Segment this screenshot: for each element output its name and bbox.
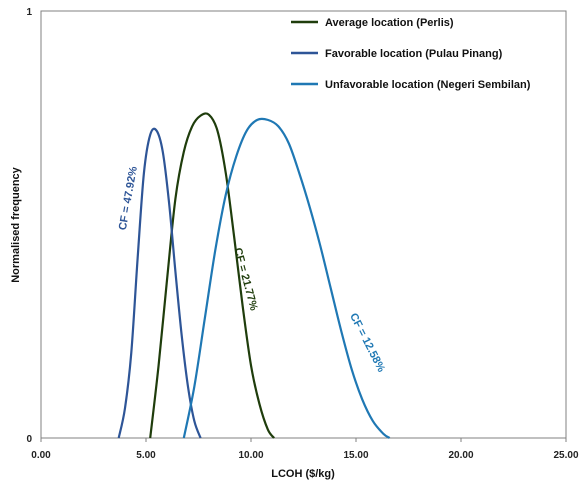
y-axis-ticks: 01 bbox=[26, 7, 32, 445]
legend-item-average: Average location (Perlis) bbox=[291, 17, 454, 29]
x-tick-label: 0.00 bbox=[31, 450, 51, 461]
x-tick-label: 10.00 bbox=[238, 450, 263, 461]
x-tick-label: 20.00 bbox=[448, 450, 473, 461]
x-axis-ticks: 0.00 5.00 10.00 15.00 20.00 25.00 bbox=[31, 438, 579, 461]
legend-label: Favorable location (Pulau Pinang) bbox=[325, 48, 503, 60]
plot-area bbox=[40, 10, 567, 439]
unfavorable-location-line bbox=[182, 117, 391, 439]
series-lines bbox=[117, 112, 391, 439]
x-axis-label: LCOH ($/kg) bbox=[271, 468, 335, 480]
average-location-line bbox=[149, 112, 275, 439]
legend-label: Unfavorable location (Negeri Sembilan) bbox=[325, 79, 531, 91]
plot-frame bbox=[40, 10, 567, 439]
legend-label: Average location (Perlis) bbox=[325, 17, 454, 29]
y-tick-label: 1 bbox=[26, 7, 32, 18]
y-axis-label: Normalised frequency bbox=[10, 166, 22, 282]
x-tick-label: 25.00 bbox=[553, 450, 578, 461]
y-tick-label: 0 bbox=[26, 434, 32, 445]
x-tick-label: 5.00 bbox=[136, 450, 156, 461]
legend-item-unfavorable: Unfavorable location (Negeri Sembilan) bbox=[291, 79, 531, 91]
favorable-location-line bbox=[117, 127, 202, 439]
legend: Average location (Perlis) Favorable locat… bbox=[291, 17, 531, 91]
legend-item-favorable: Favorable location (Pulau Pinang) bbox=[291, 48, 503, 60]
x-tick-label: 15.00 bbox=[343, 450, 368, 461]
